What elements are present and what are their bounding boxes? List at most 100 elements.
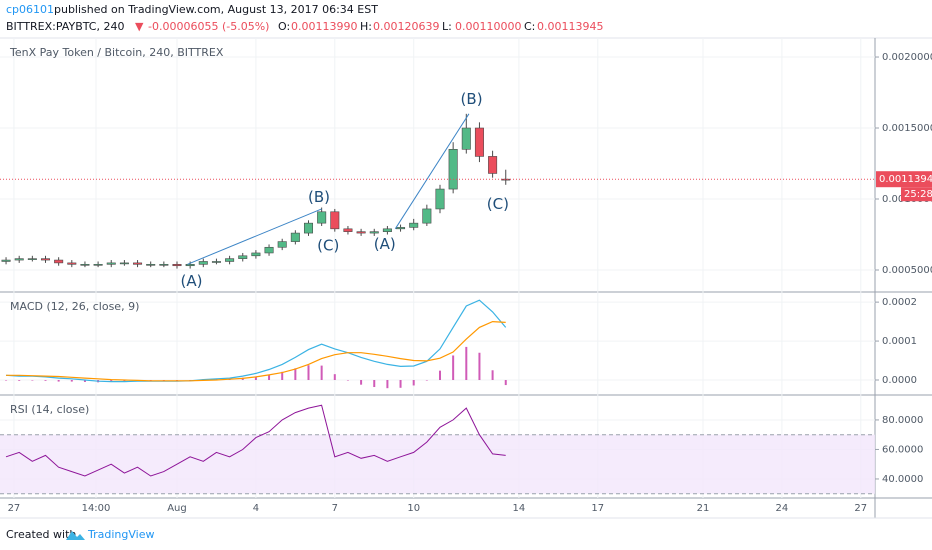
indicator-line	[6, 320, 506, 382]
x-tick-label: 4	[253, 503, 259, 514]
y-tick-label: 0.0002	[882, 297, 917, 308]
y-tick-label: 0.00150000	[882, 123, 932, 134]
candle-body	[14, 258, 24, 261]
wave-label: (A)	[180, 272, 202, 290]
x-tick-label: Aug	[167, 503, 187, 514]
histogram-bar	[5, 380, 8, 381]
candle-body	[461, 127, 471, 150]
candle-body	[185, 264, 195, 267]
histogram-bar	[110, 380, 113, 382]
candle-body	[146, 264, 156, 266]
candle-body	[396, 227, 406, 230]
x-tick-label: 21	[697, 503, 710, 514]
ohlc: O: 0.00113990 H: 0.00120639 L: 0.00110000 C: 0.…	[278, 20, 603, 33]
candle-body	[330, 211, 340, 230]
wave-label: (B)	[308, 188, 330, 206]
trend-line	[187, 208, 322, 265]
candle-body	[501, 178, 511, 181]
indicator-line	[5, 299, 507, 383]
ohlc-value: 0.00120639	[373, 20, 439, 33]
wave-label: (B)	[461, 90, 483, 108]
x-tick-label: 27	[854, 503, 867, 514]
x-tick-label: 10	[407, 503, 420, 514]
candle-body	[211, 261, 221, 263]
ohlc-key: C:	[524, 20, 535, 33]
histogram-bar	[31, 380, 34, 381]
trend-line	[394, 113, 470, 230]
candle-body	[264, 246, 274, 254]
candle-body	[290, 232, 300, 242]
x-tick-label: 14	[513, 503, 526, 514]
rsi-line	[5, 404, 506, 477]
candle-body	[343, 228, 353, 232]
wave-label: (C)	[317, 236, 339, 254]
y-tick-label: 60.0000	[882, 444, 923, 455]
wave-label: (C)	[487, 195, 509, 213]
last-price-label: 0.00113945	[879, 174, 932, 185]
histogram-bar	[294, 368, 297, 381]
candle-body	[277, 241, 287, 248]
candle-body	[317, 211, 327, 224]
author[interactable]: cp06101	[6, 3, 54, 16]
candle-body	[133, 262, 143, 265]
histogram-bar	[386, 380, 389, 389]
y-tick-label: 0.0000	[882, 375, 917, 386]
y-tick-label: 0.00050000	[882, 265, 932, 276]
candle-body	[172, 264, 182, 267]
histogram-bar	[478, 352, 481, 381]
histogram-bar	[504, 380, 507, 386]
y-tick-label: 40.0000	[882, 474, 923, 485]
plot: 2714:00Aug471014172124270.000500000.0010…	[0, 38, 932, 514]
y-tick-label: 80.0000	[882, 415, 923, 426]
candle-body	[106, 262, 116, 265]
histogram-bar	[425, 380, 428, 381]
candle-body	[159, 264, 169, 266]
candle-body	[119, 262, 129, 265]
candle-body	[80, 264, 90, 266]
last-price-box	[876, 171, 932, 188]
candle-body	[54, 259, 64, 264]
logo	[66, 531, 85, 540]
rsi-band	[0, 434, 875, 494]
symbol: BITTREX:PAYBTC, 240	[6, 20, 124, 33]
histogram-bar	[360, 380, 363, 385]
histogram-bar	[44, 380, 47, 381]
x-tick-label: 17	[591, 503, 604, 514]
candle-body	[303, 222, 314, 234]
candle-body	[1, 259, 11, 262]
panel-title: RSI (14, close)	[10, 403, 89, 416]
histogram-bar	[346, 380, 349, 381]
x-tick-label: 7	[332, 503, 338, 514]
candle-body	[474, 127, 484, 157]
countdown: 25:28	[904, 189, 932, 200]
histogram-bar	[373, 380, 376, 388]
candle-body	[488, 156, 498, 174]
histogram-bar	[491, 370, 494, 381]
countdown-box	[901, 187, 932, 202]
panel-title: MACD (12, 26, close, 9)	[10, 300, 139, 313]
x-tick-label: 24	[776, 503, 789, 514]
ohlc-value: 0.00110000	[455, 20, 521, 33]
candle-body	[448, 149, 458, 190]
ohlc-key: L:	[442, 20, 452, 33]
footer-brand[interactable]: TradingView	[87, 528, 154, 541]
candle-body	[238, 255, 248, 259]
histogram-bar	[123, 380, 126, 382]
wave-label: (A)	[374, 235, 396, 253]
y-tick-label: 0.0001	[882, 336, 917, 347]
histogram-bar	[281, 371, 284, 381]
y-tick-label: 0.00200000	[882, 52, 932, 63]
candle-body	[40, 258, 51, 261]
candle-body	[409, 222, 419, 228]
panel-title: TenX Pay Token / Bitcoin, 240, BITTREX	[9, 46, 224, 59]
histogram-bar	[18, 380, 21, 381]
histogram-bar	[268, 374, 271, 381]
x-tick-label: 27	[8, 503, 21, 514]
candle-body	[198, 261, 208, 265]
published: published on TradingView.com, August 13,…	[54, 3, 378, 16]
histogram-bar	[70, 380, 73, 382]
histogram-bar	[399, 380, 402, 388]
histogram-bar	[412, 380, 415, 386]
arrow: ▼	[135, 20, 144, 33]
ohlc-value: 0.00113990	[291, 20, 357, 33]
